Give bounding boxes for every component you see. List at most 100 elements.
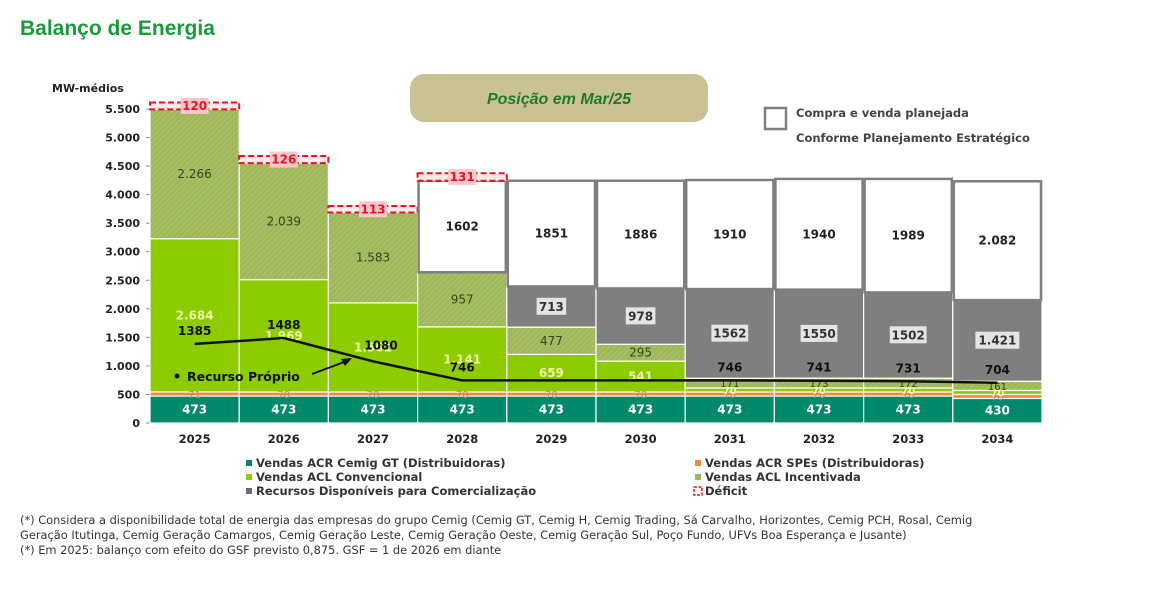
- planned-block: [506, 179, 597, 288]
- footnote-line: (*) Em 2025: balanço com efeito do GSF p…: [20, 543, 502, 557]
- bar-segment-acl-inc: [506, 326, 597, 355]
- bar-segment-acr-gt: [506, 395, 597, 424]
- legend-swatch-acl-inc: [695, 474, 701, 480]
- bar-segment-acr-gt: [952, 397, 1043, 424]
- legend-label: Déficit: [705, 484, 748, 498]
- bar-segment-acl-conv: [327, 302, 419, 393]
- data-label: 70: [813, 390, 826, 401]
- data-label: 473: [271, 402, 296, 416]
- footnotes: (*) Considera a disponibilidade total de…: [20, 513, 972, 558]
- energy-balance-chart: MW-médios 0 500 1.000 1.500 2.000 2.500 3.000 3.…: [52, 74, 1043, 498]
- y-tick-label: 5.000: [105, 132, 140, 145]
- data-label: 1.561: [354, 340, 392, 354]
- x-tick-label: 2028: [446, 432, 478, 446]
- page-title: Balanço de Energia: [20, 17, 215, 40]
- y-tick-label: 2.000: [105, 303, 140, 316]
- data-label: 70: [545, 390, 558, 401]
- data-label: 70: [277, 390, 290, 401]
- legend-swatch-acl-conv: [246, 474, 252, 480]
- data-label: 978: [628, 309, 653, 323]
- bar-segment-acr-gt: [773, 395, 865, 424]
- x-tick-label: 2026: [268, 432, 300, 446]
- y-tick-label: 2.500: [105, 274, 140, 287]
- line-data-label: 1488: [267, 318, 300, 332]
- data-label-box: [889, 326, 927, 344]
- y-tick-label: 0: [132, 417, 140, 430]
- bar-segment-acr-gt: [417, 395, 508, 424]
- line-data-label: 731: [896, 361, 921, 375]
- y-tick-label: 3.000: [105, 246, 140, 259]
- data-label: 430: [985, 404, 1010, 418]
- bar-segment-acr-gt: [595, 395, 686, 424]
- data-label: 473: [182, 402, 207, 416]
- data-label: 473: [539, 402, 564, 416]
- data-label: 473: [360, 402, 385, 416]
- data-label: 2.684: [176, 308, 214, 322]
- data-label: 659: [539, 366, 564, 380]
- data-label-box: [625, 307, 656, 325]
- data-label: 1602: [445, 219, 478, 233]
- bar-segment-recursos: [952, 299, 1043, 382]
- planned-legend-label-1: Compra e venda planejada: [796, 106, 969, 120]
- bar-segment-acl-conv: [595, 360, 686, 393]
- line-data-label: 1385: [178, 324, 211, 338]
- data-label: 1562: [713, 327, 746, 341]
- recurso-proprio-label: Recurso Próprio: [187, 369, 300, 384]
- data-label: 131: [450, 170, 475, 184]
- line-data-label: 741: [806, 361, 831, 375]
- x-tick-label: 2033: [892, 432, 924, 446]
- data-label: 172: [899, 379, 918, 390]
- data-label: 1.583: [356, 251, 390, 265]
- data-label-box: [975, 331, 1020, 349]
- data-label: 1502: [891, 328, 924, 342]
- data-label: 70: [990, 388, 1004, 399]
- data-label: 473: [717, 402, 742, 416]
- data-label: 70: [456, 390, 469, 401]
- data-label: 295: [629, 346, 652, 360]
- planned-block: [595, 179, 686, 290]
- data-label: 473: [450, 402, 475, 416]
- deficit-label-box: [269, 151, 298, 168]
- data-label: 473: [806, 402, 831, 416]
- planned-block: [684, 178, 775, 291]
- planned-block: [774, 177, 864, 291]
- data-label: 1886: [624, 228, 657, 242]
- data-label: 2.039: [267, 214, 301, 228]
- bar-segment-acr-gt: [684, 395, 776, 424]
- data-label: 70: [723, 390, 736, 401]
- y-tick-label: 500: [117, 388, 140, 401]
- data-label: 957: [451, 293, 474, 307]
- data-label: 2.266: [177, 167, 211, 181]
- data-label: 173: [809, 379, 828, 390]
- recurso-proprio-line: [194, 336, 998, 385]
- data-label: 70: [367, 390, 380, 401]
- data-label: 477: [540, 334, 563, 348]
- planned-legend-label-2: Conforme Planejamento Estratégico: [796, 131, 1030, 145]
- y-tick-label: 5.500: [105, 103, 140, 116]
- data-label: 1.421: [978, 334, 1016, 348]
- data-label: 70: [902, 390, 915, 401]
- line-data-label: 746: [450, 360, 475, 374]
- footnote-line: (*) Considera a disponibilidade total de…: [20, 513, 973, 527]
- line-data-label: 746: [717, 360, 742, 374]
- x-tick-label: 2027: [357, 432, 389, 446]
- y-tick-label: 1.000: [105, 360, 140, 373]
- legend-swatch-deficit: [693, 486, 703, 496]
- recurso-proprio-marker: [174, 373, 180, 379]
- x-tick-label: 2034: [981, 432, 1013, 446]
- data-label-box: [711, 324, 749, 342]
- legend-label: Recursos Disponíveis para Comercializaçã…: [256, 484, 536, 498]
- bar-segment-acl-inc: [149, 108, 240, 240]
- recurso-proprio-arrow: [311, 360, 348, 375]
- data-label: 70: [901, 386, 915, 397]
- data-label: 1851: [535, 227, 568, 241]
- data-label: 70: [991, 392, 1004, 403]
- position-banner: [410, 74, 708, 122]
- y-tick-label: 4.500: [105, 160, 140, 173]
- legend-label: Vendas ACR SPEs (Distribuidoras): [705, 456, 924, 470]
- data-label: 171: [720, 379, 739, 390]
- data-label-box: [800, 324, 838, 342]
- bar-segment-acr-gt: [149, 395, 240, 424]
- legend-swatch-recursos: [246, 488, 252, 494]
- data-label-box: [536, 297, 567, 315]
